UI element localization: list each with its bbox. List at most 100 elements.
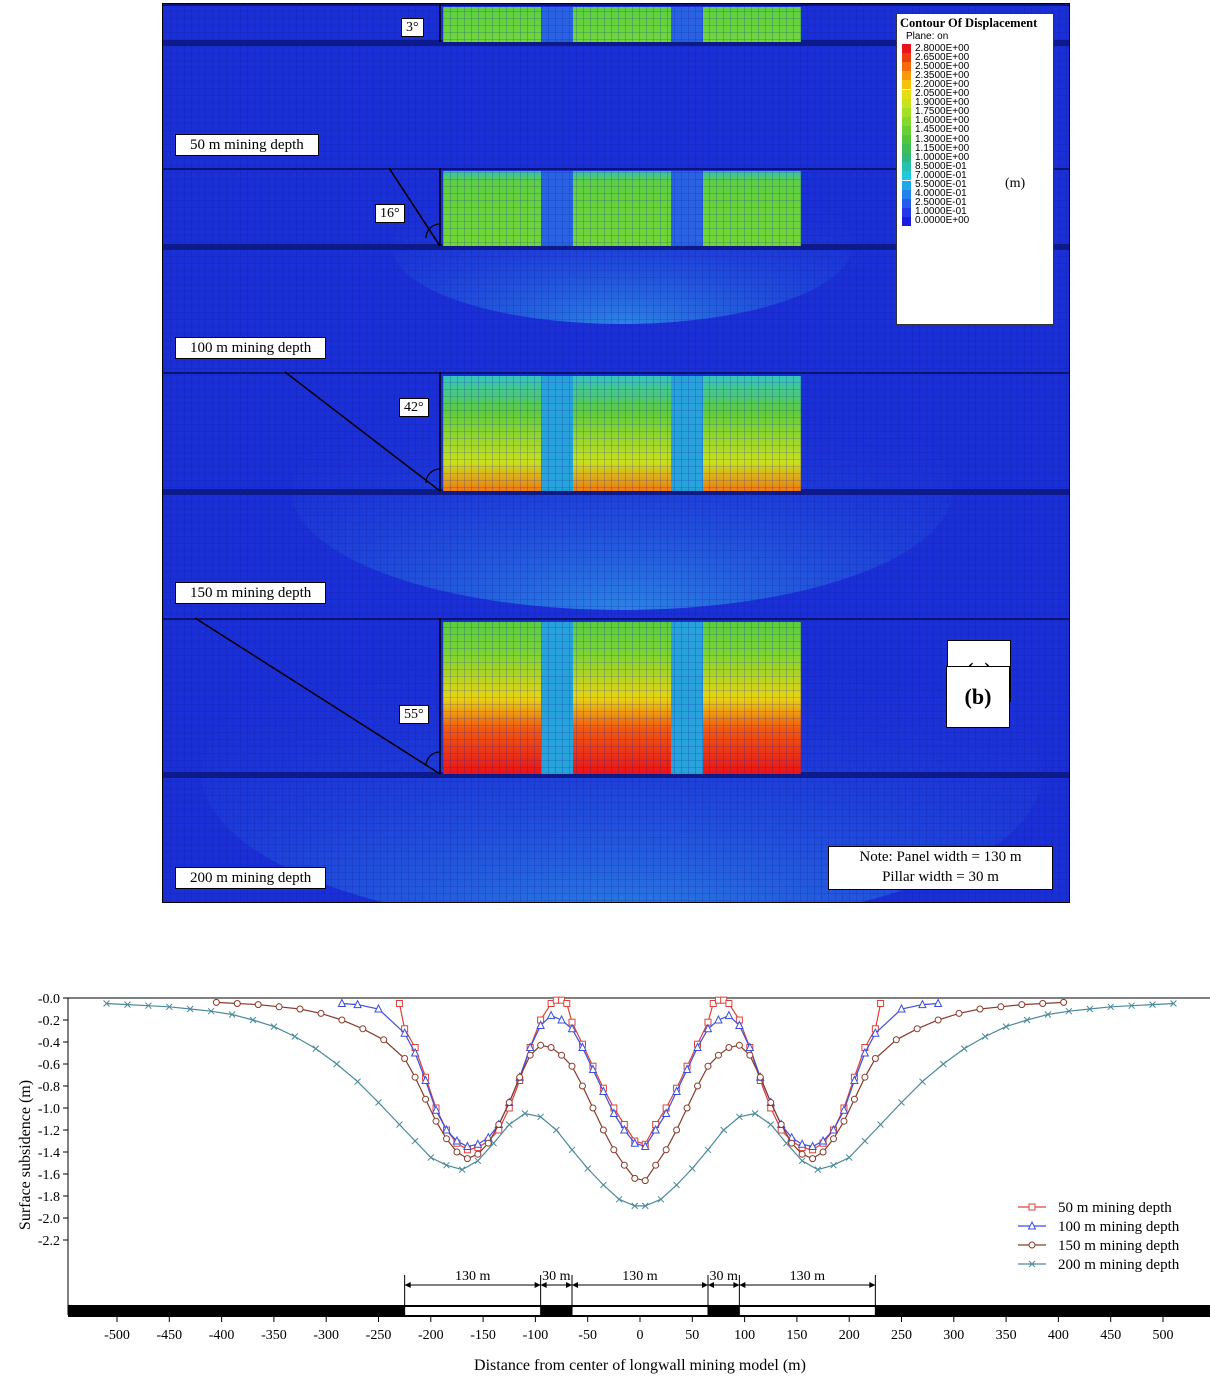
data-point: [745, 1042, 755, 1051]
data-point: [312, 1045, 320, 1052]
data-point: [291, 1033, 299, 1040]
data-point: [249, 1016, 257, 1024]
data-point: [186, 1005, 194, 1013]
data-point: [850, 1095, 858, 1103]
data-point: [584, 1165, 592, 1172]
y-tick-label: -2.2: [38, 1234, 60, 1249]
note-panel-width: Note: Panel width = 130 m: [859, 849, 1022, 865]
data-point: [422, 1095, 430, 1103]
data-point: [840, 1117, 848, 1125]
legend-label: 200 m mining depth: [1058, 1257, 1180, 1273]
data-point: [976, 1005, 984, 1013]
data-point: [588, 1064, 598, 1073]
displacement-contour-panel: 50 m mining depth 100 m mining depth 150…: [162, 3, 1070, 903]
data-point: [798, 1150, 806, 1158]
legend-value: 2.3500E+00: [915, 69, 970, 81]
angle-label-42: 42°: [399, 398, 429, 417]
data-point: [317, 1009, 325, 1017]
contour-legend: Contour Of Displacement Plane: on 2.8000…: [896, 13, 1054, 325]
data-point: [735, 1020, 744, 1029]
data-point: [421, 1075, 430, 1084]
data-point: [578, 1042, 587, 1051]
x-tick-label: 200: [839, 1328, 860, 1343]
legend-swatch: [902, 89, 911, 99]
legend-plane: Plane: on: [906, 31, 949, 42]
data-point: [474, 1150, 482, 1158]
data-point: [662, 1146, 670, 1154]
depth-label-100: 100 m mining depth: [175, 337, 327, 359]
x-tick-label: 500: [1153, 1328, 1174, 1343]
data-point: [724, 1010, 734, 1020]
x-tick-label: -400: [209, 1328, 235, 1343]
dimension-arrow: [733, 1282, 740, 1288]
data-point: [798, 1157, 806, 1165]
data-point: [830, 1161, 837, 1169]
data-point: [442, 1135, 450, 1143]
x-tick-label: 450: [1100, 1328, 1121, 1343]
legend-value: 2.2000E+00: [915, 78, 970, 90]
data-point: [819, 1148, 827, 1156]
series-line: [341, 1002, 939, 1148]
depth-label-50: 50 m mining depth: [175, 134, 319, 156]
dimension-arrow: [540, 1282, 547, 1288]
legend-swatch: [902, 98, 911, 108]
data-point: [751, 1110, 759, 1117]
legend-unit: (m): [1005, 176, 1026, 191]
x-tick-label: -350: [261, 1328, 287, 1343]
data-point: [547, 1044, 555, 1051]
data-point: [610, 1146, 618, 1154]
data-point: [672, 1086, 681, 1095]
data-point: [767, 1121, 775, 1128]
y-tick-label: -1.4: [38, 1146, 60, 1161]
data-point: [615, 1195, 623, 1203]
data-point: [410, 1047, 420, 1057]
legend-swatch: [902, 53, 911, 63]
data-point: [1023, 1016, 1031, 1024]
data-point: [939, 1060, 947, 1068]
data-point: [1027, 1220, 1037, 1230]
data-point: [871, 1055, 879, 1062]
dimension-label: 130 m: [622, 1269, 658, 1284]
angle-label-55: 55°: [399, 705, 429, 724]
series-line: [398, 999, 882, 1151]
subsidence-chart: Surface subsidence (m) Distance from cen…: [0, 666, 1210, 1378]
data-point: [736, 1113, 743, 1121]
data-point: [877, 1000, 885, 1007]
data-point: [960, 1045, 968, 1052]
data-point: [427, 1154, 435, 1161]
data-point: [1128, 1002, 1135, 1010]
legend-swatch: [902, 125, 911, 135]
legend-swatch: [902, 216, 911, 226]
data-point: [641, 1202, 649, 1210]
legend-label: 100 m mining depth: [1058, 1219, 1180, 1235]
data-point: [850, 1075, 859, 1084]
data-point: [599, 1086, 608, 1095]
legend-swatch: [902, 116, 911, 126]
data-point: [275, 1003, 283, 1011]
x-tick-label: 100: [734, 1328, 755, 1343]
data-point: [830, 1135, 838, 1143]
data-point: [777, 1121, 785, 1128]
legend-swatch: [902, 180, 911, 190]
data-point: [1018, 1001, 1026, 1009]
data-point: [354, 1078, 361, 1085]
data-point: [651, 1124, 660, 1134]
data-point: [694, 1082, 702, 1090]
data-point: [814, 1166, 822, 1173]
data-point: [918, 999, 927, 1009]
y-tick-label: -1.8: [38, 1190, 60, 1205]
x-tick-label: -500: [104, 1328, 130, 1343]
x-tick-label: 0: [637, 1328, 644, 1343]
data-point: [333, 1060, 341, 1068]
data-point: [599, 1126, 607, 1134]
series-line: [106, 1002, 1174, 1207]
y-tick-label: -0.4: [38, 1036, 60, 1051]
data-point: [620, 1161, 628, 1169]
data-point: [401, 1055, 409, 1062]
data-point: [919, 1078, 926, 1085]
y-tick-label: -1.6: [38, 1168, 60, 1183]
data-point: [860, 1047, 870, 1057]
data-point: [536, 1020, 545, 1029]
legend-value: 1.0000E+00: [915, 151, 970, 163]
data-point: [338, 1016, 346, 1024]
